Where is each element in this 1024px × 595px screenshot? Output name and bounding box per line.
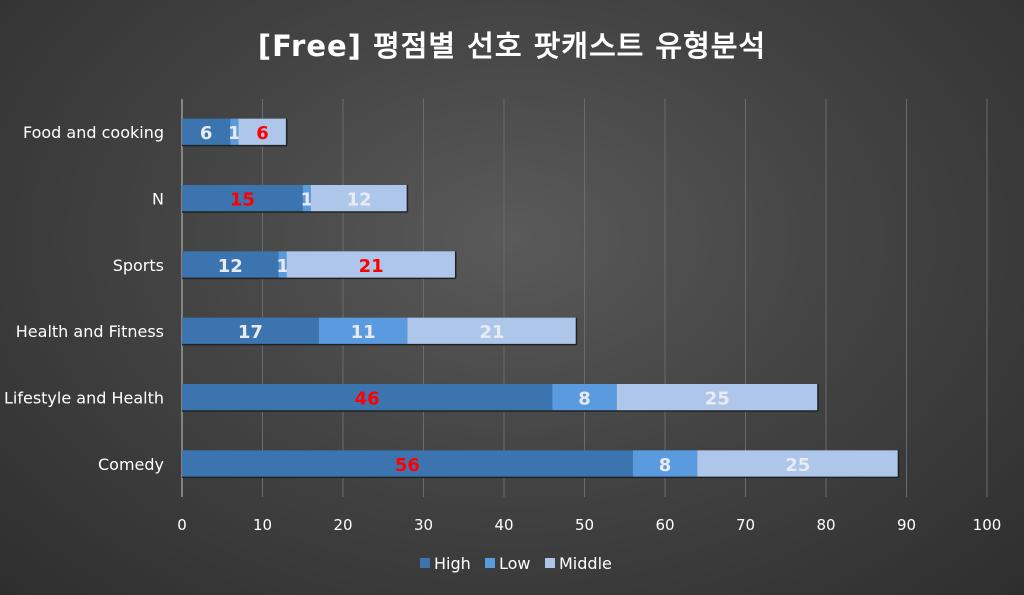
category-label: N <box>152 190 164 209</box>
legend-swatch <box>545 558 555 568</box>
legend-swatch <box>485 558 495 568</box>
data-label: 12 <box>347 190 372 211</box>
x-tick-label: 30 <box>414 516 433 534</box>
category-label: Health and Fitness <box>16 322 164 341</box>
x-tick-label: 100 <box>973 516 1002 534</box>
x-tick-label: 40 <box>494 516 513 534</box>
legend-label: Middle <box>559 554 612 573</box>
category-labels: Food and cooking N Sports Health and Fitnes… <box>4 123 164 474</box>
bar-segment <box>552 384 617 411</box>
data-label: 11 <box>351 322 376 343</box>
data-label: 25 <box>705 389 730 410</box>
bar-segment <box>238 118 287 146</box>
bar-segment <box>407 317 577 345</box>
x-tick-label: 90 <box>897 516 916 534</box>
bar-segment <box>286 251 456 279</box>
bar-segment <box>182 317 319 345</box>
data-label: 12 <box>218 256 243 277</box>
bar-segment <box>616 384 818 411</box>
x-tick-label: 50 <box>575 516 594 534</box>
bar-segment <box>302 185 311 212</box>
chart-title: [Free] 평점별 선호 팟캐스트 유형분석 <box>258 29 766 63</box>
x-tick-label: 70 <box>736 516 755 534</box>
x-tick-label: 80 <box>816 516 835 534</box>
category-label: Comedy <box>98 455 164 474</box>
grid-lines <box>181 99 988 497</box>
data-label: 6 <box>256 123 269 144</box>
category-label: Sports <box>113 256 164 275</box>
data-label: 56 <box>395 455 420 476</box>
data-label: 21 <box>359 256 384 277</box>
x-tick-label: 20 <box>333 516 352 534</box>
category-label: Food and cooking <box>23 123 164 142</box>
x-tick-labels: 0 10 20 30 40 50 60 70 80 90 100 <box>177 516 1001 534</box>
x-tick-label: 60 <box>655 516 674 534</box>
legend: High Low Middle <box>420 554 612 573</box>
data-label: 8 <box>659 455 672 476</box>
data-label: 1 <box>276 256 289 277</box>
bar-segment <box>278 251 287 279</box>
data-label: 1 <box>228 123 241 144</box>
data-label: 8 <box>578 389 591 410</box>
bar-segment <box>318 317 408 345</box>
data-label: 6 <box>200 123 213 144</box>
category-label: Lifestyle and Health <box>4 389 164 408</box>
data-label: 21 <box>479 322 504 343</box>
bar-segment <box>182 251 279 279</box>
bar-segment <box>632 450 698 478</box>
bar-segment <box>182 185 303 212</box>
legend-label: High <box>434 554 471 573</box>
x-tick-label: 0 <box>177 516 187 534</box>
legend-swatch <box>420 558 430 568</box>
bar-segment <box>182 450 633 478</box>
data-label: 25 <box>785 455 810 476</box>
data-label: 17 <box>238 322 263 343</box>
bar-segment <box>310 185 408 212</box>
data-label: 15 <box>230 190 255 211</box>
bar-segment <box>697 450 899 478</box>
legend-label: Low <box>499 554 531 573</box>
data-label: 46 <box>355 389 380 410</box>
data-label: 1 <box>301 190 314 211</box>
x-tick-label: 10 <box>253 516 272 534</box>
bar-segment <box>230 118 239 146</box>
bar-segment <box>182 384 553 411</box>
bar-segment <box>182 118 231 146</box>
